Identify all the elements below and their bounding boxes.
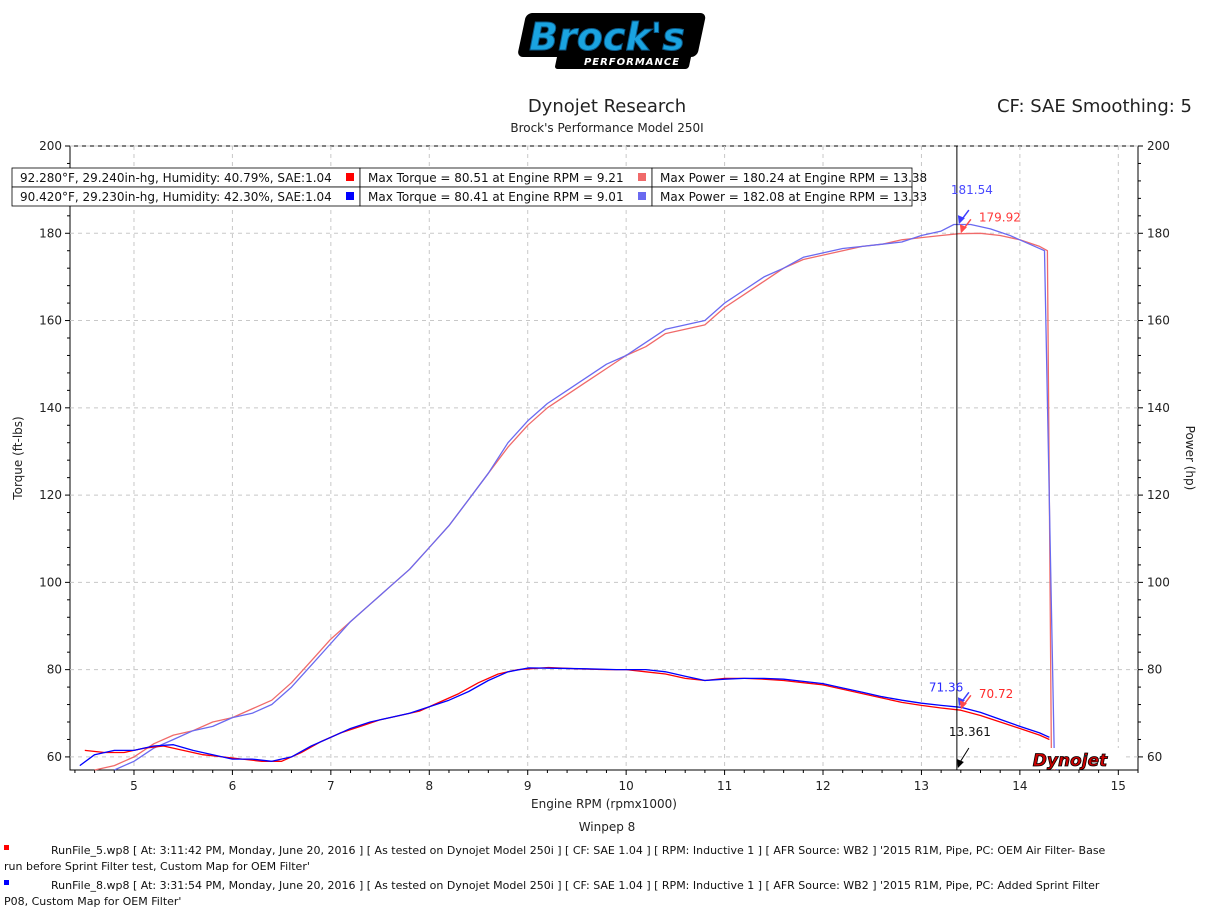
y-tick-label-left: 140 bbox=[39, 401, 62, 415]
run-1-marker bbox=[4, 845, 9, 850]
legend-run-1-max-torque: Max Torque = 80.51 at Engine RPM = 9.21 bbox=[368, 171, 624, 185]
watermark-bg bbox=[1017, 748, 1125, 769]
footer-run-1: RunFile_5.wp8 [ At: 3:11:42 PM, Monday, … bbox=[4, 843, 1164, 875]
y-tick-label-left: 80 bbox=[47, 663, 62, 677]
y-tick-label-left: 160 bbox=[39, 314, 62, 328]
x-tick-label: 11 bbox=[717, 779, 732, 793]
y-axis-label-left: Torque (ft-lbs) bbox=[11, 416, 25, 500]
y-tick-label-left: 120 bbox=[39, 488, 62, 502]
run-2-marker bbox=[4, 880, 9, 885]
torque-red-arrow-head bbox=[959, 700, 967, 710]
y-tick-label-left: 100 bbox=[39, 575, 62, 589]
x-axis-label: Engine RPM (rpmx1000) bbox=[531, 797, 677, 811]
power-blue-arrow-head bbox=[957, 215, 965, 225]
brocks-performance-logo: Brock's PERFORMANCE bbox=[518, 13, 706, 69]
legend-run-1-max-power: Max Power = 180.24 at Engine RPM = 13.38 bbox=[660, 171, 927, 185]
power-red-value: 179.92 bbox=[979, 210, 1021, 224]
legend-run-1-torque-swatch bbox=[346, 173, 354, 181]
footer-run-2: RunFile_8.wp8 [ At: 3:31:54 PM, Monday, … bbox=[4, 878, 1164, 910]
power-run-2-line bbox=[114, 223, 1058, 771]
y-axis-label-right: Power (hp) bbox=[1183, 426, 1197, 491]
cursor-arrow-head bbox=[956, 759, 964, 768]
y-tick-label-right: 140 bbox=[1147, 401, 1170, 415]
x-tick-label: 7 bbox=[327, 779, 335, 793]
correction-factor-label: CF: SAE Smoothing: 5 bbox=[996, 96, 1192, 117]
torque-red-value: 70.72 bbox=[979, 687, 1013, 701]
x-tick-label: 10 bbox=[619, 779, 634, 793]
x-tick-label: 15 bbox=[1111, 779, 1126, 793]
legend-run-2-max-torque: Max Torque = 80.41 at Engine RPM = 9.01 bbox=[368, 190, 624, 204]
dynojet-watermark: Dynojet bbox=[1033, 751, 1108, 771]
logo-sub-text: PERFORMANCE bbox=[584, 57, 680, 68]
cursor-rpm-value: 13.361 bbox=[949, 725, 991, 739]
x-tick-label: 9 bbox=[524, 779, 532, 793]
software-label: Winpep 8 bbox=[578, 820, 636, 834]
y-tick-label-right: 200 bbox=[1147, 139, 1170, 153]
footer-run-1-text: RunFile_5.wp8 [ At: 3:11:42 PM, Monday, … bbox=[51, 844, 1106, 857]
power-blue-value: 181.54 bbox=[951, 183, 993, 197]
y-tick-label-left: 180 bbox=[39, 226, 62, 240]
legend-run-2-max-power: Max Power = 182.08 at Engine RPM = 13.33 bbox=[660, 190, 927, 204]
y-tick-label-right: 120 bbox=[1147, 488, 1170, 502]
legend-run-1-conditions: 92.280°F, 29.240in-hg, Humidity: 40.79%,… bbox=[20, 171, 332, 185]
footer-run-2-text: RunFile_8.wp8 [ At: 3:31:54 PM, Monday, … bbox=[51, 879, 1100, 892]
footer-run-2-text-cont: P08, Custom Map for OEM Filter' bbox=[4, 895, 182, 908]
power-run-1-line bbox=[94, 232, 1055, 771]
logo-main-text: Brock's bbox=[529, 15, 685, 59]
y-tick-label-right: 100 bbox=[1147, 575, 1170, 589]
x-tick-label: 5 bbox=[130, 779, 138, 793]
legend-run-2-power-swatch bbox=[638, 192, 646, 200]
x-tick-label: 12 bbox=[815, 779, 830, 793]
y-tick-label-right: 80 bbox=[1147, 663, 1162, 677]
legend-run-2-power-box bbox=[651, 186, 913, 207]
legend-run-2-torque-swatch bbox=[346, 192, 354, 200]
x-tick-label: 13 bbox=[914, 779, 929, 793]
y-tick-label-left: 200 bbox=[39, 139, 62, 153]
torque-run-2-line bbox=[79, 667, 1050, 767]
x-tick-label: 14 bbox=[1012, 779, 1027, 793]
y-tick-label-right: 60 bbox=[1147, 750, 1162, 764]
footer-run-1-text-cont: run before Sprint Filter test, Custom Ma… bbox=[4, 860, 310, 873]
y-tick-label-right: 160 bbox=[1147, 314, 1170, 328]
legend-run-2-conditions: 90.420°F, 29.230in-hg, Humidity: 42.30%,… bbox=[20, 190, 332, 204]
plot-area bbox=[69, 145, 1139, 771]
torque-blue-value: 71.36 bbox=[929, 680, 963, 694]
chart-subtitle: Brock's Performance Model 250I bbox=[510, 121, 704, 135]
y-tick-label-left: 60 bbox=[47, 750, 62, 764]
y-tick-label-right: 180 bbox=[1147, 226, 1170, 240]
x-tick-label: 8 bbox=[425, 779, 433, 793]
chart-title: Dynojet Research bbox=[527, 96, 687, 117]
legend-run-1-power-swatch bbox=[638, 173, 646, 181]
x-tick-label: 6 bbox=[229, 779, 237, 793]
power-red-arrow-head bbox=[959, 224, 967, 234]
